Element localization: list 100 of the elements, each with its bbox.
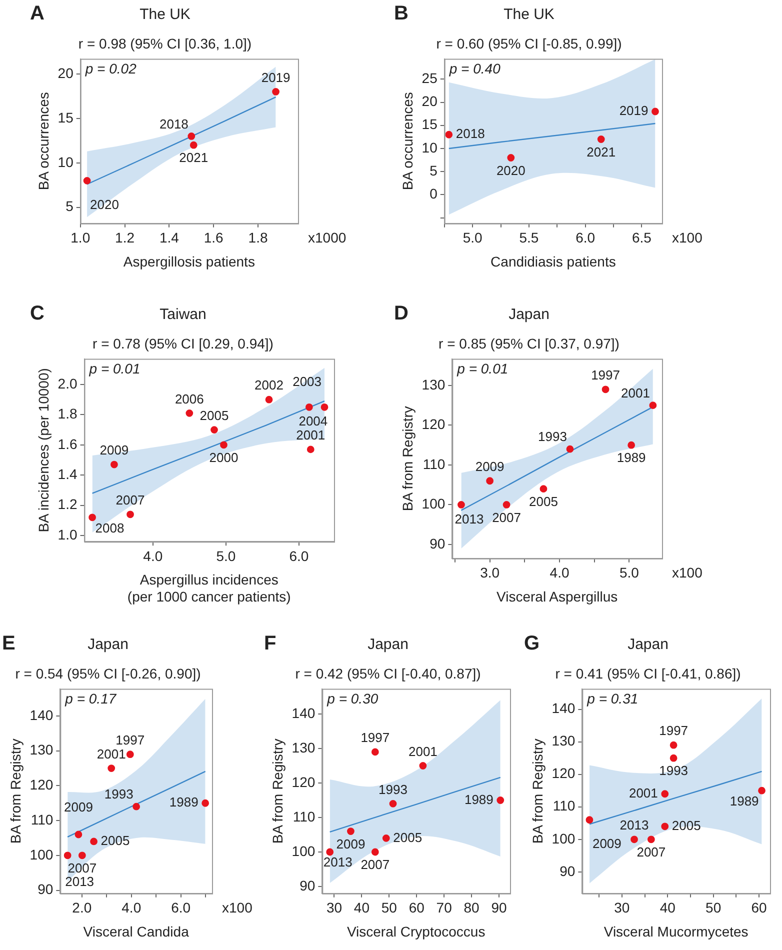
y-tick-label: 100	[292, 842, 316, 859]
point	[265, 396, 273, 404]
y-tick-label: 100	[30, 846, 54, 862]
point	[186, 409, 194, 417]
annotation: 1993	[104, 786, 134, 802]
x-tick-label: 60	[751, 900, 768, 916]
y-tick-label: 1.2	[58, 496, 78, 512]
annotation: 1989	[730, 794, 759, 809]
annotation: 2009	[64, 800, 93, 815]
y-tick-label: 25	[422, 70, 438, 86]
annotation: 2021	[179, 150, 208, 166]
x-tick-label: 4.0	[122, 900, 142, 916]
annotation: 1997	[116, 732, 145, 748]
x-tick-label: 5.5	[519, 230, 539, 246]
y-tick-label: 1.0	[58, 526, 78, 542]
point	[126, 750, 134, 758]
point	[371, 748, 379, 756]
y-tick-label: 100	[422, 496, 446, 512]
y-tick-label: 20	[422, 93, 438, 110]
point	[347, 828, 354, 835]
annotation: 1989	[616, 450, 646, 466]
point	[74, 830, 82, 838]
x-tick-label: 70	[436, 900, 452, 916]
annotation: 2000	[209, 450, 238, 465]
point	[647, 836, 655, 844]
point	[371, 848, 379, 856]
y-tick-label: 140	[292, 704, 316, 721]
x-tick-label: 3.0	[480, 564, 500, 581]
annotation: p = 0.01	[456, 360, 508, 377]
point	[108, 764, 116, 772]
y-tick-label: 90	[38, 881, 54, 898]
point	[758, 786, 766, 794]
text: x100	[672, 564, 703, 580]
point	[496, 796, 504, 804]
annotation: 2018	[159, 116, 188, 132]
text: x100	[672, 229, 703, 246]
point	[566, 445, 574, 453]
annotation: 2006	[174, 391, 204, 406]
annotation: p = 0.02	[84, 60, 137, 77]
annotation: 2003	[292, 374, 322, 390]
annotation: p = 0.17	[64, 690, 118, 707]
y-axis-title: BA occurrences	[35, 92, 52, 190]
point	[507, 154, 515, 162]
y-tick-label: 120	[292, 774, 316, 790]
text: x100	[222, 899, 253, 916]
annotation: 2001	[408, 744, 438, 759]
y-tick-label: 130	[422, 376, 446, 392]
annotation: 1993	[538, 429, 567, 444]
text: A	[30, 2, 44, 25]
annotation: p = 0.01	[88, 360, 140, 377]
annotation: 2013	[65, 874, 94, 889]
annotation: p = 0.40	[448, 60, 501, 77]
x-tick-label: 90	[491, 900, 508, 916]
y-tick-label: 110	[292, 808, 316, 824]
chart-subtitle: r = 0.41 (95% CI [-0.41, 0.86])	[555, 665, 741, 682]
chart-title: Japan	[88, 636, 128, 654]
annotation: 2007	[116, 492, 145, 508]
y-tick-label: 1.8	[58, 406, 78, 422]
annotation: 2005	[672, 818, 701, 833]
x-tick-label: 4.0	[143, 548, 163, 564]
x-tick-label: 2.0	[72, 900, 92, 916]
y-tick-label: 120	[552, 765, 576, 782]
x-axis-title: Visceral Mucormycetes	[604, 923, 748, 940]
point	[126, 510, 134, 518]
x-tick-label: 80	[464, 900, 480, 916]
x-tick-label: 1.4	[159, 230, 180, 246]
x-tick-label: 30	[614, 900, 630, 916]
x-axis-title: Visceral Aspergillus	[496, 588, 618, 604]
point	[389, 800, 397, 808]
annotation: p = 0.31	[586, 690, 638, 707]
x-tick-label: 6.0	[576, 230, 596, 246]
annotation: 2020	[496, 162, 526, 178]
annotation: 2004	[298, 414, 328, 429]
y-tick-label: 130	[292, 739, 316, 756]
text: F	[264, 632, 276, 655]
x-tick-label: 1.6	[204, 230, 224, 246]
y-tick-label: 0	[430, 186, 438, 202]
point	[382, 834, 390, 842]
y-axis-title: BA from Registry	[269, 738, 286, 844]
y-tick-label: 110	[30, 811, 54, 828]
y-tick-label: 15	[58, 109, 74, 126]
point	[458, 501, 465, 508]
annotation: 2020	[90, 196, 119, 212]
point	[64, 852, 72, 860]
chart-subtitle: r = 0.54 (95% CI [-0.26, 0.90])	[15, 665, 201, 682]
point	[586, 816, 594, 824]
x-tick-label: 40	[354, 900, 370, 916]
x-tick-label: 5.0	[216, 548, 236, 564]
point	[132, 802, 140, 810]
y-tick-label: 100	[552, 830, 576, 846]
text: x1000	[308, 229, 346, 246]
y-tick-label: 15	[422, 116, 438, 132]
chart-subtitle: r = 0.42 (95% CI [-0.40, 0.87])	[295, 665, 481, 682]
point	[78, 852, 86, 860]
y-tick-label: 90	[560, 862, 576, 879]
x-tick-label: 1.8	[248, 230, 268, 246]
annotation: 2009	[592, 836, 622, 851]
x-tick-label: 30	[326, 900, 342, 916]
y-axis-title: BA from Registry	[7, 738, 24, 844]
point	[661, 822, 669, 830]
